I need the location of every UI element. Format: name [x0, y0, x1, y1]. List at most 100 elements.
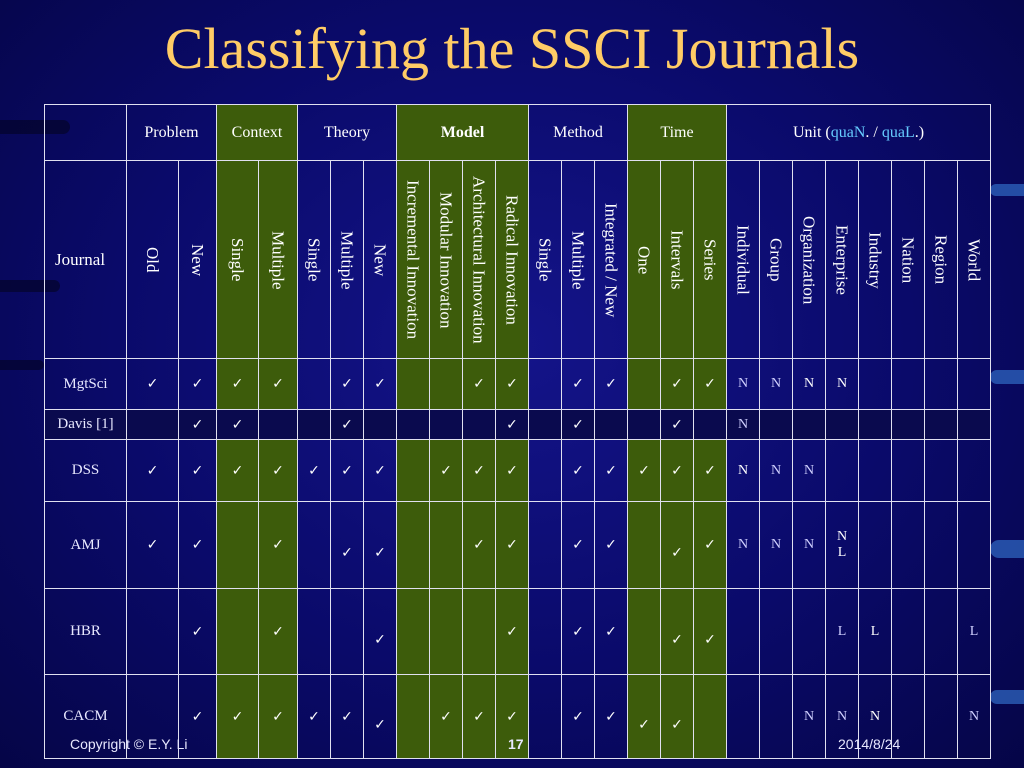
column-header-label: Individual — [733, 225, 753, 295]
check-cell: ✓ — [330, 674, 364, 759]
unit-cell: N — [792, 358, 826, 410]
journal-name: HBR — [44, 588, 127, 675]
empty-cell — [891, 501, 925, 589]
column-header-label: Series — [700, 239, 720, 281]
empty-cell — [627, 588, 661, 675]
column-header-label: Multiple — [268, 230, 288, 290]
check-cell: ✓ — [561, 674, 595, 759]
empty-cell — [627, 501, 661, 589]
slide-title: Classifying the SSCI Journals — [164, 16, 860, 81]
column-header: Organization — [792, 160, 826, 359]
check-cell: ✓ — [178, 409, 217, 440]
check-cell: ✓ — [178, 588, 217, 675]
group-header-model-label: Model — [440, 123, 485, 141]
check-cell: ✓ — [594, 501, 628, 589]
unit-suffix: .) — [914, 123, 925, 141]
check-cell: ✓ — [495, 501, 529, 589]
column-header: Nation — [891, 160, 925, 359]
empty-cell — [216, 588, 259, 675]
column-header-label: New — [188, 243, 207, 277]
empty-cell — [462, 409, 496, 440]
empty-cell — [126, 588, 179, 675]
check-cell: ✓ — [363, 674, 397, 759]
unit-sep: . / — [865, 123, 882, 141]
check-cell: ✓ — [462, 358, 496, 410]
group-header-row: Problem Context Theory Model Method Time… — [44, 104, 991, 161]
empty-cell — [891, 439, 925, 502]
background-stripe — [990, 540, 1024, 558]
footer-page-number: 17 — [508, 736, 524, 752]
column-header-label: Old — [143, 247, 162, 273]
empty-cell — [216, 501, 259, 589]
group-header-unit: Unit (quaN. / quaL.) — [726, 104, 991, 161]
empty-cell — [924, 439, 958, 502]
check-cell: ✓ — [178, 674, 217, 759]
empty-cell — [528, 674, 562, 759]
check-cell: ✓ — [660, 588, 694, 675]
empty-cell — [792, 409, 826, 440]
empty-cell — [825, 439, 859, 502]
check-cell: ✓ — [561, 588, 595, 675]
check-cell: ✓ — [495, 674, 529, 759]
check-cell: ✓ — [258, 588, 298, 675]
column-header-label: Group — [766, 238, 786, 282]
column-header: Architectural Innovation — [462, 160, 496, 359]
unit-cell: N — [957, 674, 991, 759]
check-cell: ✓ — [429, 439, 463, 502]
empty-cell — [858, 501, 892, 589]
column-header-label: Multiple — [568, 230, 588, 290]
check-cell: ✓ — [561, 409, 595, 440]
unit-quan: quaN — [830, 123, 866, 141]
column-header: Intervals — [660, 160, 694, 359]
unit-cell: N — [792, 674, 826, 759]
empty-cell — [957, 358, 991, 410]
journal-classification-table: Problem Context Theory Model Method Time… — [44, 104, 991, 759]
check-cell: ✓ — [363, 588, 397, 675]
column-header: Series — [693, 160, 727, 359]
empty-cell — [891, 409, 925, 440]
check-cell: ✓ — [330, 409, 364, 440]
empty-cell — [429, 501, 463, 589]
empty-cell — [297, 588, 331, 675]
empty-cell — [858, 409, 892, 440]
column-header-label: Multiple — [337, 230, 357, 290]
column-header-label: Enterprise — [832, 225, 852, 295]
check-cell: ✓ — [258, 358, 298, 410]
empty-cell — [759, 409, 793, 440]
empty-cell — [396, 358, 430, 410]
unit-cell: N L — [825, 501, 859, 589]
check-cell: ✓ — [594, 674, 628, 759]
unit-cell: N — [726, 439, 760, 502]
unit-cell: N — [792, 439, 826, 502]
empty-cell — [891, 588, 925, 675]
check-cell: ✓ — [178, 439, 217, 502]
check-cell: ✓ — [363, 358, 397, 410]
empty-cell — [258, 409, 298, 440]
check-cell: ✓ — [594, 358, 628, 410]
column-header-label: Single — [304, 238, 324, 282]
check-cell: ✓ — [258, 501, 298, 589]
unit-cell: N — [792, 501, 826, 589]
group-header-problem: Problem — [126, 104, 217, 161]
empty-cell — [858, 358, 892, 410]
column-header-label: Incremental Innovation — [403, 180, 423, 340]
empty-cell — [528, 409, 562, 440]
check-cell: ✓ — [216, 439, 259, 502]
empty-cell — [429, 409, 463, 440]
empty-cell — [627, 409, 661, 440]
column-header-label: World — [964, 238, 984, 282]
empty-cell — [858, 439, 892, 502]
column-header-label: Modular Innovation — [436, 191, 456, 329]
check-cell: ✓ — [126, 358, 179, 410]
empty-cell — [528, 439, 562, 502]
check-cell: ✓ — [462, 674, 496, 759]
unit-cell: N — [726, 501, 760, 589]
column-header-label: Single — [535, 238, 555, 282]
column-header: New — [363, 160, 397, 359]
empty-cell — [297, 409, 331, 440]
column-header: Integrated / New — [594, 160, 628, 359]
column-header-label: Nation — [898, 236, 918, 284]
column-header: World — [957, 160, 991, 359]
footer-copyright: Copyright © E.Y. Li — [70, 736, 188, 752]
check-cell: ✓ — [660, 358, 694, 410]
